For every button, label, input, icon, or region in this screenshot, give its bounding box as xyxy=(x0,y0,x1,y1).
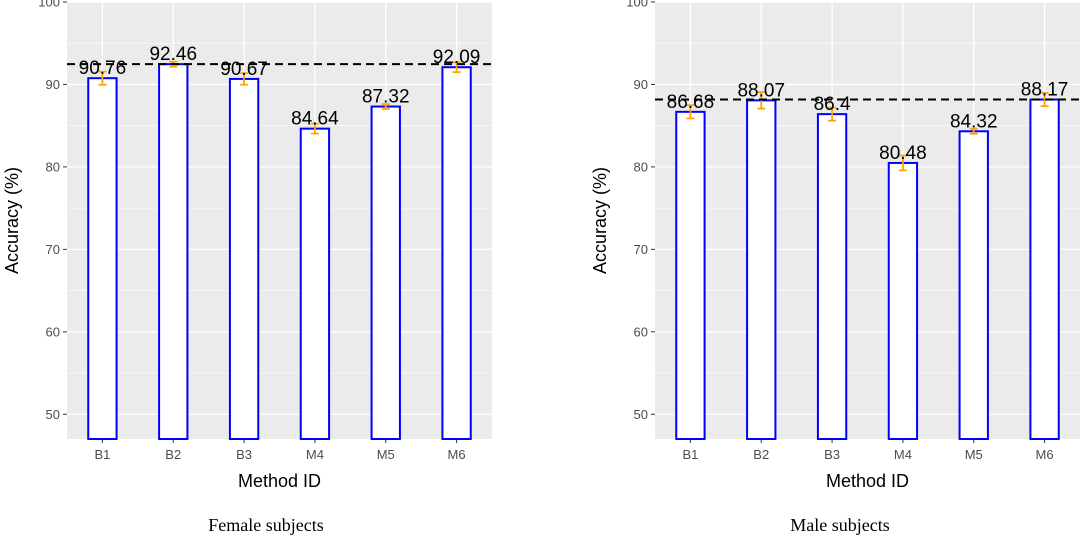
error-bar-B1 xyxy=(686,104,695,120)
y-tick-label: 80 xyxy=(46,159,60,174)
bar-M4 xyxy=(299,127,331,440)
y-tick-label: 50 xyxy=(634,407,648,422)
value-label-B2: 88.07 xyxy=(737,80,785,101)
x-axis-title: Method ID xyxy=(826,471,909,491)
y-tick-label: 60 xyxy=(634,324,648,339)
x-tick-label-B3: B3 xyxy=(824,447,840,462)
error-bar-M5 xyxy=(381,103,390,110)
error-bar-B3 xyxy=(240,72,249,86)
error-bar-B1 xyxy=(98,70,107,86)
value-label-M6: 92.09 xyxy=(433,47,481,68)
x-tick-label-M6: M6 xyxy=(1036,447,1054,462)
y-tick-label: 100 xyxy=(38,0,60,10)
y-tick-label: 60 xyxy=(46,324,60,339)
y-axis-title: Accuracy (%) xyxy=(2,167,22,274)
error-bar-B3 xyxy=(828,106,837,122)
value-label-M6: 88.17 xyxy=(1021,80,1069,101)
x-tick-label-B1: B1 xyxy=(94,447,110,462)
value-label-M4: 80.48 xyxy=(879,143,927,164)
y-tick-label: 90 xyxy=(634,77,648,92)
bar-B1 xyxy=(87,77,118,441)
value-label-B2: 92.46 xyxy=(149,44,197,65)
bar-B3 xyxy=(228,77,260,440)
error-bar-M4 xyxy=(310,122,319,135)
error-bar-M5 xyxy=(969,127,978,135)
error-bar-M4 xyxy=(898,154,907,172)
bar-M4 xyxy=(887,161,919,440)
plot-background xyxy=(655,2,1080,439)
panel-caption: Female subjects xyxy=(208,515,323,535)
y-tick-label: 50 xyxy=(46,407,60,422)
x-tick-label-M4: M4 xyxy=(306,447,324,462)
bar-B3 xyxy=(816,113,848,440)
x-axis-title: Method ID xyxy=(238,471,321,491)
x-tick-label-M5: M5 xyxy=(965,447,983,462)
y-tick-label: 70 xyxy=(634,242,648,257)
y-tick-label: 80 xyxy=(634,159,648,174)
x-tick-label-B2: B2 xyxy=(165,447,181,462)
y-tick-label: 100 xyxy=(626,0,648,10)
x-tick-label-M4: M4 xyxy=(894,447,912,462)
value-label-M5: 84.32 xyxy=(950,111,998,132)
bar-B2 xyxy=(158,63,189,440)
bar-M6 xyxy=(441,66,472,441)
bar-M5 xyxy=(370,105,401,440)
value-label-B3: 86.4 xyxy=(814,94,851,115)
y-axis-title: Accuracy (%) xyxy=(590,167,610,274)
chart-panel-1: 50 60 70 80 90 100 90.76 92.46 90.67 84.64 87.32 92… xyxy=(2,0,492,535)
error-bar-M6 xyxy=(1040,92,1049,108)
bar-B1 xyxy=(675,110,706,440)
plot-background xyxy=(67,2,492,439)
value-label-M4: 84.64 xyxy=(291,109,339,130)
error-bar-M6 xyxy=(452,61,461,74)
value-label-B1: 90.76 xyxy=(79,58,127,79)
y-tick-label: 70 xyxy=(46,242,60,257)
chart-panel-2: 50 60 70 80 90 100 86.68 88.07 86.4 80.48 84.32 88.… xyxy=(590,0,1080,535)
bar-M6 xyxy=(1029,98,1060,441)
x-tick-label-B3: B3 xyxy=(236,447,252,462)
x-tick-label-M6: M6 xyxy=(448,447,466,462)
panel-caption: Male subjects xyxy=(790,515,889,535)
value-label-M5: 87.32 xyxy=(362,87,410,108)
x-tick-label-B2: B2 xyxy=(753,447,769,462)
y-tick-label: 90 xyxy=(46,77,60,92)
bar-M5 xyxy=(958,130,989,440)
bar-B2 xyxy=(746,99,777,440)
x-tick-label-B1: B1 xyxy=(682,447,698,462)
value-label-B1: 86.68 xyxy=(667,92,715,113)
value-label-B3: 90.67 xyxy=(220,59,268,80)
x-tick-label-M5: M5 xyxy=(377,447,395,462)
